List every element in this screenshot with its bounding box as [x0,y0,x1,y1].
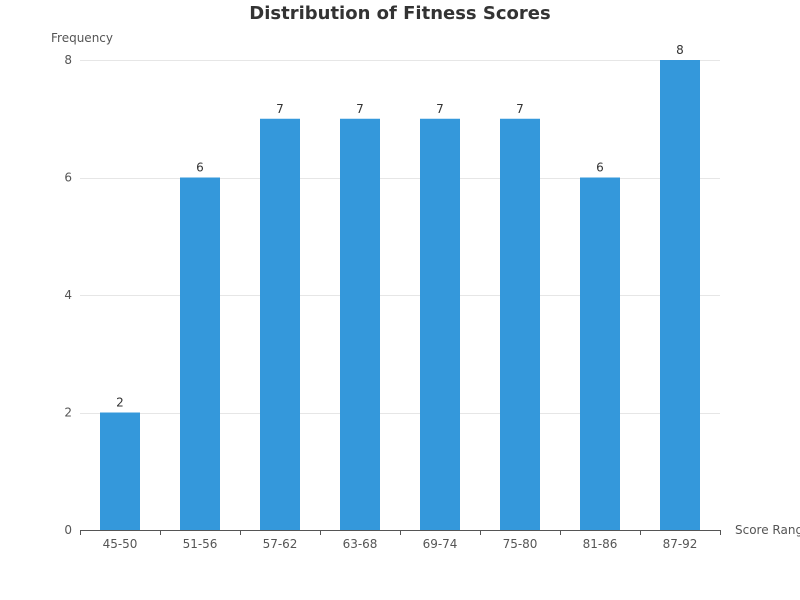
data-label: 8 [676,43,684,57]
y-tick-label: 0 [64,523,72,537]
data-label: 6 [596,161,604,175]
x-tick-label: 69-74 [423,537,458,551]
bar [420,118,460,530]
bar [660,60,700,530]
y-axis-title: Frequency [51,31,113,45]
bars [100,60,700,530]
bar [500,118,540,530]
gridlines [80,60,720,414]
x-tick-label: 63-68 [343,537,378,551]
x-tick-label: 81-86 [583,537,618,551]
bar [100,412,140,530]
data-label: 2 [116,396,124,410]
bar [580,177,620,530]
x-tick-label: 87-92 [663,537,698,551]
data-label: 7 [516,102,524,116]
data-label: 7 [436,102,444,116]
x-axis-title: Score Rang [735,523,800,537]
x-tick-label: 51-56 [183,537,218,551]
data-label: 7 [356,102,364,116]
labels: 0 2 4 6 8 2 45-50 6 51-56 7 57-62 7 63-68 7 69-74 7 75-8… [64,43,697,551]
axes [80,530,721,535]
x-tick-label: 75-80 [503,537,538,551]
y-tick-label: 4 [64,288,72,302]
bar [260,118,300,530]
chart-title: Distribution of Fitness Scores [249,3,550,24]
bar [180,177,220,530]
x-tick-label: 57-62 [263,537,298,551]
data-label: 7 [276,102,284,116]
data-label: 6 [196,161,204,175]
bar [340,118,380,530]
y-tick-label: 2 [64,406,72,420]
y-tick-label: 6 [64,171,72,185]
y-tick-label: 8 [64,53,72,67]
x-tick-label: 45-50 [103,537,138,551]
